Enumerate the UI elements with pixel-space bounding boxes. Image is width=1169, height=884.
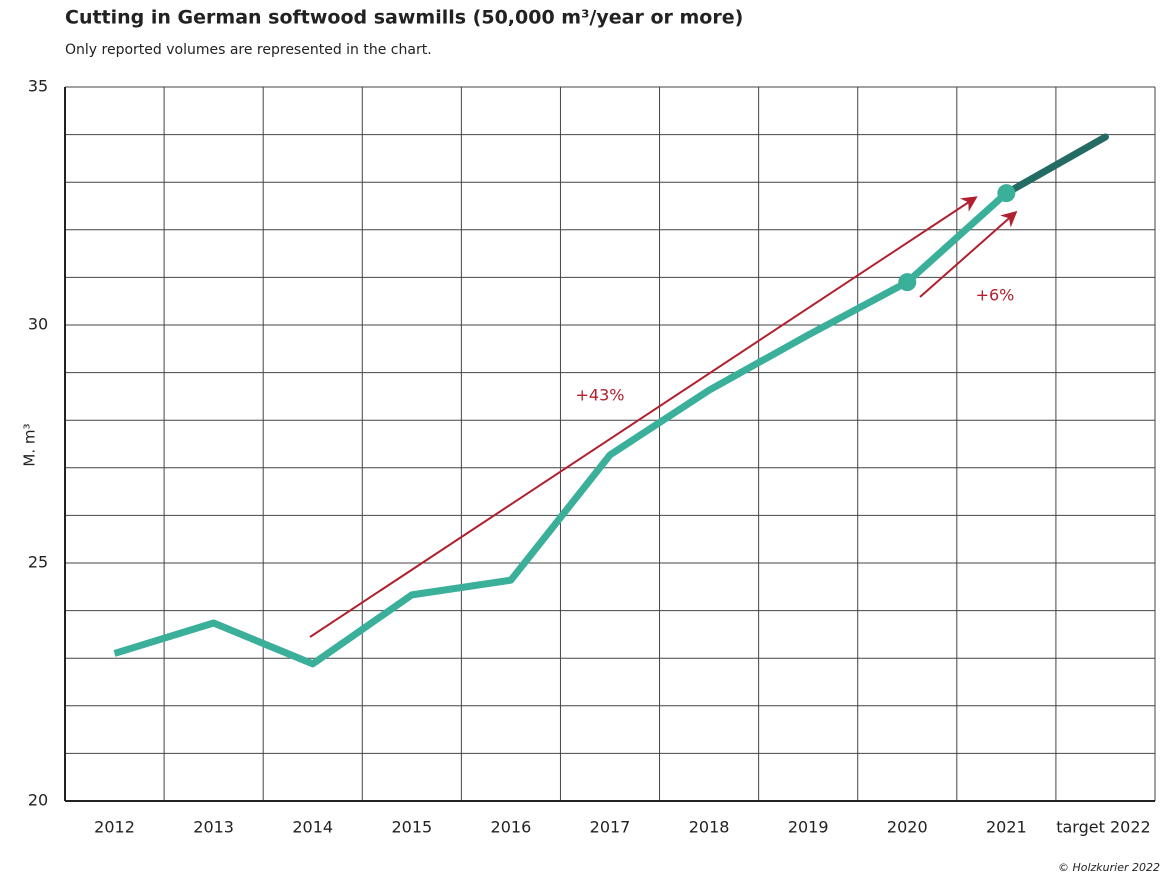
x-tick-label: 2014 (292, 818, 333, 837)
y-tick-label: 35 (28, 77, 48, 96)
y-tick-label: 30 (28, 315, 48, 334)
y-tick-label: 25 (28, 553, 48, 572)
x-tick-label: 2015 (391, 818, 432, 837)
x-tick-label: 2021 (986, 818, 1027, 837)
x-tick-label: 2013 (193, 818, 234, 837)
point-marker (898, 273, 917, 292)
x-tick-label: 2019 (788, 818, 829, 837)
x-tick-label: 2020 (887, 818, 928, 837)
chart-title: Cutting in German softwood sawmills (50,… (65, 7, 743, 29)
y-tick-label: 20 (28, 791, 48, 810)
target-line (1002, 133, 1109, 197)
annotation: +6% (976, 286, 1015, 305)
arrow (919, 210, 1018, 298)
x-tick-label: target 2022 (1056, 818, 1150, 837)
chart-subtitle: Only reported volumes are represented in… (65, 42, 432, 58)
x-tick-label: 2018 (689, 818, 730, 837)
point-marker (997, 184, 1016, 203)
x-tick-label: 2016 (491, 818, 532, 837)
x-tick-label: 2012 (94, 818, 135, 837)
x-tick-label: 2017 (590, 818, 631, 837)
source: © Holzkurier 2022 (1058, 861, 1160, 874)
arrow (309, 196, 978, 638)
line (113, 190, 1009, 668)
annotation: +43% (576, 386, 625, 405)
y-axis-label: M. m³ (21, 423, 39, 466)
